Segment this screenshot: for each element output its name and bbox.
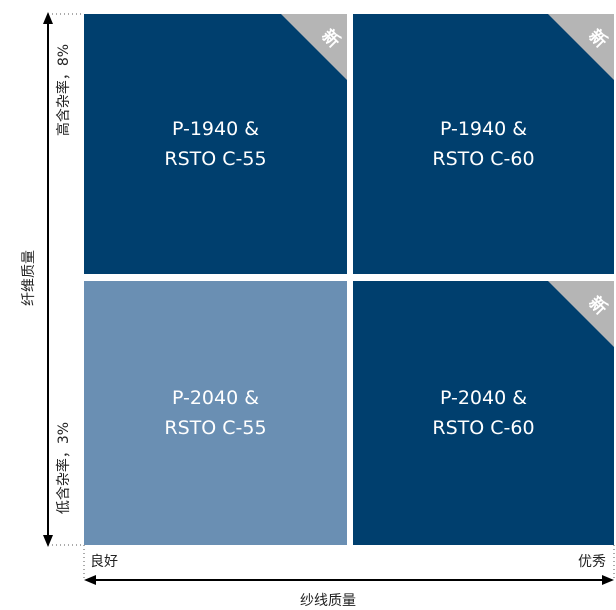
y-axis-top-label: 高含杂率，8% [56, 43, 72, 137]
new-badge-triangle [548, 14, 614, 80]
y-axis-arrow-up [43, 12, 53, 24]
new-badge-triangle [548, 281, 614, 347]
quadrant-top-left: P-1940 & RSTO C-55 新 [84, 14, 347, 274]
x-axis-title: 纱线质量 [300, 593, 356, 609]
quadrant-top-left-line1: P-1940 & [171, 118, 260, 140]
y-axis-arrow-down [43, 535, 53, 547]
x-axis-arrow-left [84, 575, 96, 585]
quadrant-top-right: P-1940 & RSTO C-60 新 [353, 14, 614, 274]
x-axis-arrow-right [602, 575, 614, 585]
quadrant-bottom-right-line2: RSTO C-60 [432, 417, 535, 439]
quadrant-top-left-line2: RSTO C-55 [164, 148, 267, 170]
quadrant-bottom-right-line1: P-2040 & [439, 387, 528, 409]
new-badge-triangle [281, 14, 347, 80]
quadrant-top-right-line1: P-1940 & [439, 118, 528, 140]
x-axis-left-label: 良好 [90, 554, 118, 570]
y-axis-bottom-label: 低含杂率，3% [56, 421, 72, 515]
quadrant-bottom-right: P-2040 & RSTO C-60 新 [353, 281, 614, 545]
quadrant-bottom-left-line2: RSTO C-55 [164, 417, 267, 439]
x-axis-right-label: 优秀 [578, 554, 606, 570]
quadrant-bottom-left: P-2040 & RSTO C-55 [84, 281, 347, 545]
quadrant-bottom-left-line1: P-2040 & [171, 387, 260, 409]
y-axis-title: 纤维质量 [21, 250, 37, 306]
quadrant-top-right-line2: RSTO C-60 [432, 148, 535, 170]
